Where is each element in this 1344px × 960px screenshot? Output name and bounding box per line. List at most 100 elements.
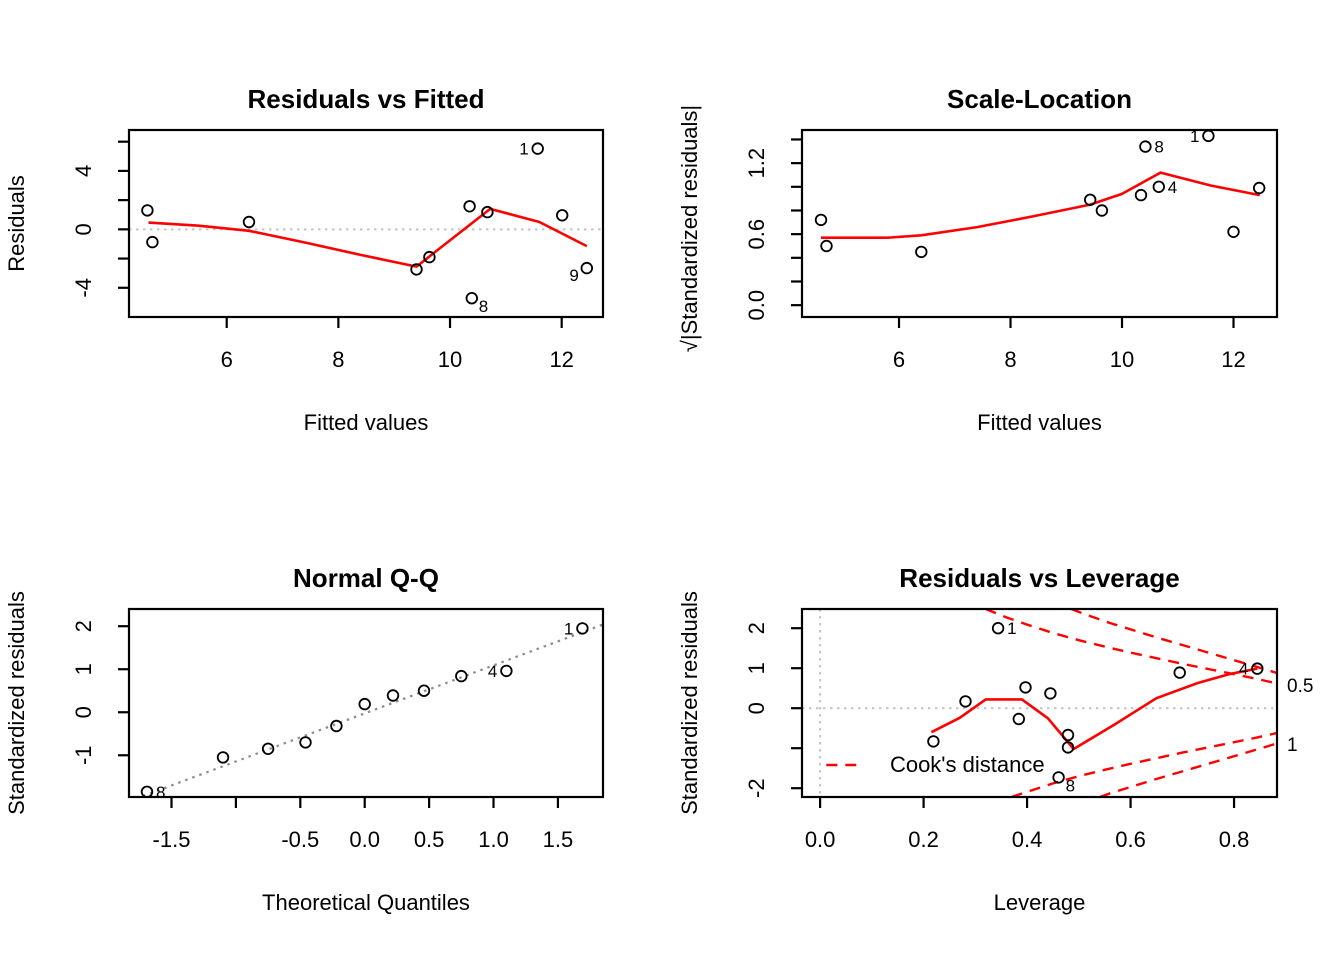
data-point (1052, 771, 1065, 784)
data-point (1095, 204, 1109, 217)
data-point (330, 719, 343, 733)
data-point (1227, 225, 1240, 239)
point-label-1: 1 (519, 140, 528, 159)
data-point (463, 200, 476, 213)
point-label-4: 4 (488, 662, 497, 681)
x-tick-label: 0.8 (1219, 827, 1250, 852)
x-axis-label: Fitted values (304, 410, 429, 435)
cooks-contour-1-lower (1099, 742, 1277, 797)
smooth-line (821, 171, 1260, 239)
data-point (1019, 681, 1032, 694)
data-point (580, 261, 594, 275)
x-tick-label: 6 (893, 347, 905, 372)
x-tick-label: 0.6 (1115, 827, 1146, 852)
data-point (242, 215, 256, 229)
y-tick-label: -2 (744, 778, 769, 798)
panel-scale-location: 8 4 1 6 8 10 12 0.0 0.6 1.2 Scale-Location Fitted v… (677, 84, 1279, 435)
data-point (1012, 712, 1026, 726)
data-point (417, 684, 431, 697)
x-tick-label: 0.2 (908, 827, 939, 852)
data-point (1134, 188, 1148, 202)
data-point (1061, 728, 1075, 742)
panel-normal-qq: 8 4 1 -1.5 -0.5 0.0 0.5 1.0 1.5 -1 0 1 2 Normal Q-Q Th… (4, 563, 605, 915)
data-point (500, 664, 513, 678)
y-tick-label: -4 (71, 278, 96, 298)
x-tick-label: 0.0 (805, 827, 836, 852)
x-axis-label: Leverage (994, 890, 1086, 915)
point-label-4: 4 (1239, 660, 1248, 679)
data-point (814, 213, 828, 227)
data-point (455, 669, 468, 683)
plot-area (129, 207, 603, 268)
point-label-1: 1 (564, 619, 573, 638)
data-point (216, 751, 230, 764)
x-tick-label: -0.5 (281, 827, 319, 852)
panel-title: Scale-Location (947, 84, 1132, 114)
y-axis-label: Standardized residuals (4, 591, 29, 815)
y-tick-label: 4 (71, 165, 96, 177)
panel-residuals-vs-fitted: 1 8 9 6 8 10 12 -4 0 4 Residuals vs Fitted Fitted v… (4, 84, 605, 435)
y-axis-label: Standardized residuals (677, 591, 702, 815)
point-label-9: 9 (569, 266, 578, 285)
cooks-contour-label: 0.5 (1287, 676, 1313, 697)
point-label-8: 8 (1066, 776, 1075, 795)
x-axis-label: Theoretical Quantiles (262, 890, 470, 915)
panel-title: Residuals vs Leverage (899, 563, 1179, 593)
y-tick-label: 2 (744, 622, 769, 634)
data-point (820, 239, 833, 253)
cooks-contour-1-upper (1070, 609, 1277, 675)
data-point (146, 235, 159, 249)
x-axis-label: Fitted values (977, 410, 1102, 435)
data-point (423, 250, 436, 264)
data-point (1061, 741, 1075, 754)
plot-area (821, 171, 1260, 239)
data-point (959, 695, 972, 708)
plot-box (127, 607, 605, 799)
y-axis-label: Residuals (4, 175, 29, 272)
panel-residuals-vs-leverage: 1 8 4 0.5 1 Cook's distance 0.0 0.2 0.4 0.6 0.8 -2 0… (677, 563, 1313, 915)
x-tick-label: 1.5 (543, 827, 574, 852)
x-tick-label: 1.0 (478, 827, 509, 852)
legend-label: Cook's distance (890, 752, 1045, 777)
data-point (141, 204, 154, 217)
point-label-8: 8 (156, 783, 165, 802)
y-tick-label: 0.0 (744, 290, 769, 321)
y-tick-label: 1.2 (744, 148, 769, 179)
data-point (1044, 687, 1057, 700)
point-label-8: 8 (479, 297, 488, 316)
data-point (299, 736, 312, 749)
smooth-line (148, 207, 588, 268)
x-tick-label: 8 (1004, 347, 1016, 372)
data-point (576, 622, 589, 635)
data-point (531, 142, 544, 155)
cooks-contour-label: 1 (1287, 735, 1298, 756)
y-tick-label: 1 (744, 662, 769, 674)
x-tick-label: -1.5 (153, 827, 191, 852)
point-label-1: 1 (1190, 127, 1199, 146)
panel-title: Residuals vs Fitted (248, 84, 485, 114)
x-tick-label: 12 (549, 347, 573, 372)
plot-area (802, 609, 1277, 797)
y-tick-label: 0 (744, 702, 769, 714)
y-tick-label: 2 (71, 620, 96, 632)
x-tick-label: 10 (1110, 347, 1134, 372)
plot-box (800, 128, 1279, 319)
plot-area (137, 623, 603, 797)
plot-box (127, 128, 605, 319)
y-axis-label: √|Standardized residuals| (677, 105, 702, 352)
data-point (1139, 140, 1152, 153)
data-point (915, 245, 928, 259)
data-point (556, 209, 569, 222)
data-point (1083, 193, 1097, 207)
x-tick-label: 6 (221, 347, 233, 372)
data-point (991, 622, 1005, 635)
data-point (386, 689, 400, 702)
cooks-contour-0.5-lower (1011, 731, 1277, 797)
x-tick-label: 0.0 (349, 827, 380, 852)
point-label-4: 4 (1168, 178, 1177, 197)
data-point (481, 205, 494, 219)
panel-title: Normal Q-Q (293, 563, 439, 593)
